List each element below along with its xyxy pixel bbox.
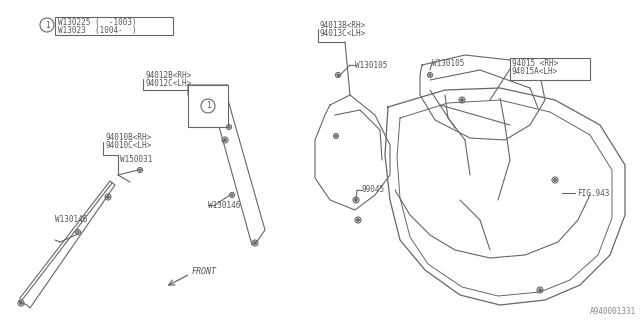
Text: FRONT: FRONT [192, 268, 217, 276]
Circle shape [20, 302, 22, 304]
Bar [188, 85, 228, 127]
Text: 94012B<RH>: 94012B<RH> [145, 70, 191, 79]
Bar [55, 17, 173, 35]
Polygon shape [20, 181, 115, 308]
Text: 94013C<LH>: 94013C<LH> [320, 28, 366, 37]
Circle shape [554, 179, 556, 181]
Text: W130105: W130105 [355, 60, 387, 69]
Text: 94010B<RH>: 94010B<RH> [105, 133, 151, 142]
Polygon shape [315, 95, 390, 210]
Text: 99045: 99045 [362, 186, 385, 195]
Text: 94015 <RH>: 94015 <RH> [512, 60, 558, 68]
Text: 94010C<LH>: 94010C<LH> [105, 141, 151, 150]
Text: W130105: W130105 [432, 59, 465, 68]
Circle shape [228, 126, 230, 128]
Text: 94015A<LH>: 94015A<LH> [512, 68, 558, 76]
Text: 94013B<RH>: 94013B<RH> [320, 20, 366, 29]
Text: 1: 1 [205, 101, 211, 110]
Circle shape [139, 169, 141, 171]
Text: W130146: W130146 [55, 215, 88, 225]
Bar [510, 58, 590, 80]
Text: 1: 1 [45, 20, 49, 29]
Circle shape [335, 135, 337, 137]
Polygon shape [420, 55, 545, 140]
Circle shape [539, 289, 541, 291]
Text: FIG.943: FIG.943 [577, 188, 609, 197]
Polygon shape [188, 85, 265, 245]
Circle shape [224, 139, 227, 141]
Circle shape [337, 74, 339, 76]
Text: W130146: W130146 [208, 201, 241, 210]
Circle shape [231, 194, 233, 196]
Circle shape [253, 242, 256, 244]
Circle shape [107, 196, 109, 198]
Text: 94012C<LH>: 94012C<LH> [145, 78, 191, 87]
Text: W13023  (1004-  ): W13023 (1004- ) [58, 26, 136, 35]
Circle shape [355, 199, 357, 201]
Text: W130225 (  -1003): W130225 ( -1003) [58, 18, 136, 27]
Circle shape [356, 219, 359, 221]
Text: W150031: W150031 [120, 156, 152, 164]
Circle shape [461, 99, 463, 101]
Text: A940001331: A940001331 [589, 307, 636, 316]
Circle shape [77, 231, 79, 233]
Circle shape [429, 74, 431, 76]
